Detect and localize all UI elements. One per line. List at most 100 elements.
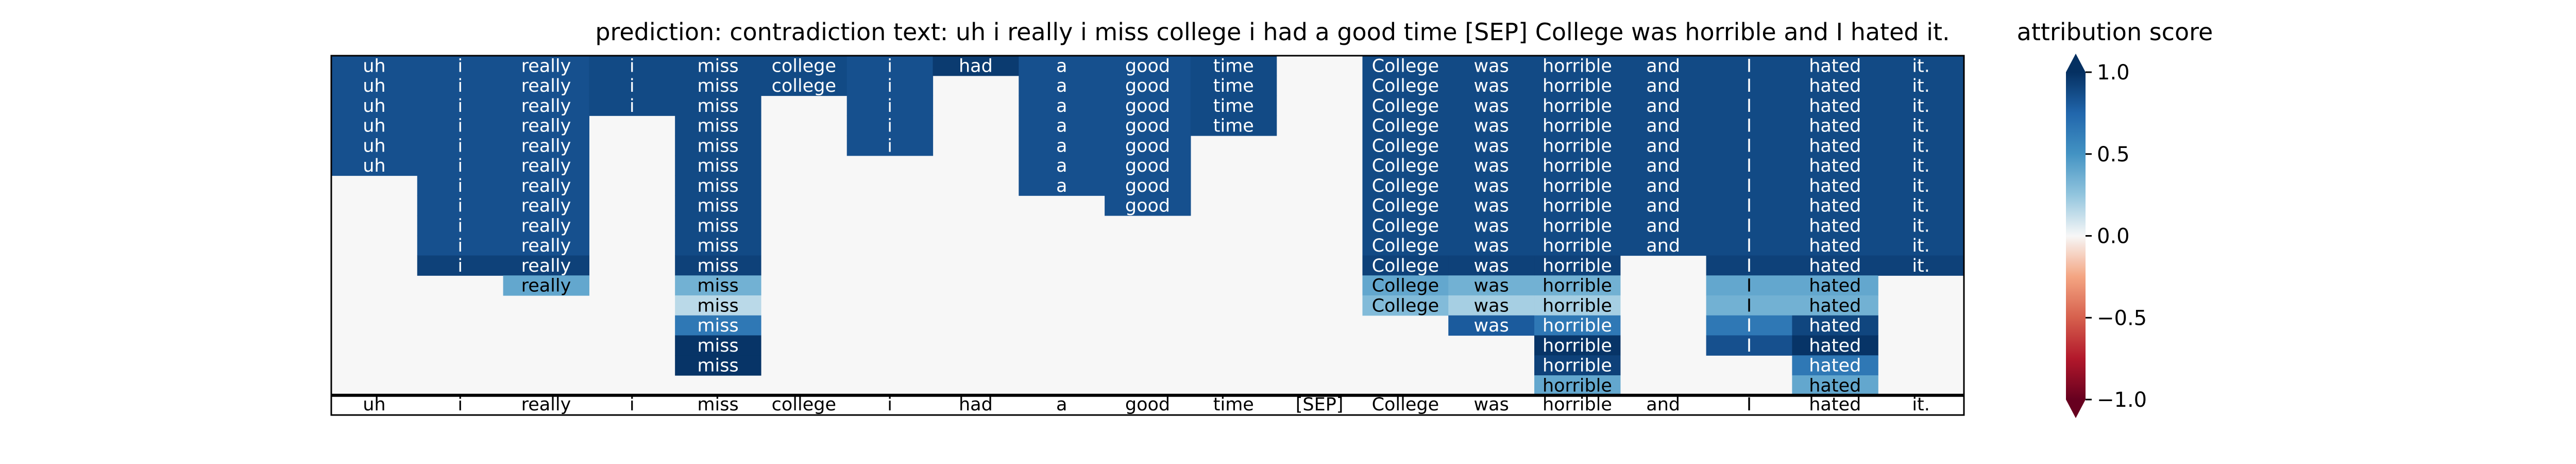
heatmap-cell — [1706, 56, 1793, 76]
cell-token-label: I — [1747, 116, 1752, 137]
cell-token-label: good — [1125, 196, 1170, 217]
colorbar-tick-label: 0.0 — [2097, 225, 2130, 248]
cell-token-label: College — [1372, 136, 1439, 156]
cell-token-label: hated — [1809, 236, 1861, 256]
heatmap-cell — [417, 175, 504, 196]
heatmap-cell — [503, 136, 589, 156]
cell-token-label: and — [1646, 56, 1680, 76]
cell-token-label: it. — [1912, 176, 1930, 196]
heatmap-cell — [1620, 56, 1707, 76]
colorbar-max-arrow — [2066, 54, 2086, 72]
cell-token-label: I — [1747, 56, 1752, 76]
token-axis-label: I — [1747, 394, 1752, 415]
heatmap-cell — [675, 355, 761, 376]
cell-token-label: was — [1474, 136, 1509, 156]
heatmap-cell — [1878, 255, 1964, 276]
heatmap-cell — [1448, 56, 1535, 76]
cell-token-label: I — [1747, 216, 1752, 236]
heatmap-cell — [1878, 175, 1964, 196]
heatmap-cell — [1105, 155, 1191, 176]
heatmap-cell — [503, 155, 589, 176]
heatmap-cell — [1620, 95, 1707, 116]
heatmap-cell — [675, 115, 761, 136]
cell-token-label: and — [1646, 156, 1680, 176]
heatmap-cell — [1362, 295, 1449, 316]
cell-token-label: it. — [1912, 56, 1930, 76]
heatmap-cell — [1620, 235, 1707, 256]
heatmap-cell — [503, 255, 589, 276]
heatmap-cell — [1792, 136, 1878, 156]
cell-token-label: miss — [697, 96, 738, 117]
cell-token-label: College — [1372, 276, 1439, 296]
cell-token-label: hated — [1809, 76, 1861, 96]
cell-token-label: good — [1125, 176, 1170, 196]
token-axis-label: i — [887, 394, 892, 415]
token-axis-label: was — [1474, 394, 1509, 415]
cell-token-label: was — [1474, 196, 1509, 217]
cell-token-label: I — [1747, 156, 1752, 176]
heatmap-cell — [846, 95, 934, 116]
cell-token-label: good — [1125, 76, 1170, 96]
token-axis-label: really — [521, 394, 571, 415]
heatmap-cell — [417, 115, 504, 136]
heatmap-cell — [1448, 235, 1535, 256]
heatmap-cell — [1620, 75, 1707, 96]
cell-token-label: i — [457, 76, 463, 96]
heatmap-cell — [1792, 95, 1878, 116]
heatmap-cell — [1706, 115, 1793, 136]
heatmap-cell — [1878, 195, 1964, 216]
heatmap-cell — [760, 75, 848, 96]
heatmap-cell — [1534, 375, 1621, 396]
cell-token-label: was — [1474, 276, 1509, 296]
heatmap-cell — [1362, 136, 1449, 156]
cell-token-label: miss — [697, 295, 738, 316]
cell-token-label: good — [1125, 116, 1170, 137]
cell-token-label: i — [457, 256, 463, 276]
cell-token-label: it. — [1912, 196, 1930, 217]
heatmap-cell — [1448, 75, 1535, 96]
heatmap-cell — [1792, 216, 1878, 236]
heatmap-cell — [1792, 255, 1878, 276]
token-axis-row: uh i really i miss college i had a good time [SEP] C… — [363, 394, 1930, 415]
cell-token-label: uh — [363, 76, 385, 96]
cell-token-label: I — [1747, 295, 1752, 316]
heatmap-cell — [1706, 155, 1793, 176]
token-axis-label: College — [1372, 394, 1439, 415]
cell-token-label: hated — [1809, 375, 1861, 396]
cell-token-label: i — [457, 116, 463, 137]
heatmap-cell — [1019, 175, 1105, 196]
cell-token-label: College — [1372, 156, 1439, 176]
heatmap-cell — [760, 56, 848, 76]
heatmap-cell — [503, 95, 589, 116]
cell-token-label: horrible — [1543, 76, 1612, 96]
cell-token-label: a — [1056, 116, 1067, 137]
heatmap-cell — [1534, 216, 1621, 236]
heatmap-cell — [1362, 255, 1449, 276]
cell-token-label: i — [887, 116, 892, 137]
heatmap-cell — [1362, 235, 1449, 256]
cell-token-label: horrible — [1543, 56, 1612, 76]
heatmap-cell — [417, 255, 504, 276]
token-axis-label: hated — [1809, 394, 1861, 415]
cell-token-label: College — [1372, 216, 1439, 236]
heatmap-cell — [1534, 315, 1621, 336]
heatmap-cell — [1019, 95, 1105, 116]
cell-token-label: a — [1056, 96, 1067, 117]
heatmap-cell — [675, 75, 761, 96]
heatmap-cell — [1448, 216, 1535, 236]
heatmap-cell — [1620, 155, 1707, 176]
cell-token-label: was — [1474, 76, 1509, 96]
heatmap-cell — [1706, 275, 1793, 296]
cell-token-label: horrible — [1543, 216, 1612, 236]
cell-token-label: miss — [697, 336, 738, 356]
heatmap-cell — [1792, 75, 1878, 96]
heatmap-cell — [1362, 56, 1449, 76]
heatmap-cell — [1362, 95, 1449, 116]
heatmap-cell — [417, 235, 504, 256]
heatmap-cell — [331, 75, 418, 96]
heatmap-cell — [1534, 355, 1621, 376]
cell-token-label: hated — [1809, 136, 1861, 156]
token-axis-label: i — [457, 394, 463, 415]
heatmap-cell — [1878, 75, 1964, 96]
cell-token-label: hated — [1809, 295, 1861, 316]
